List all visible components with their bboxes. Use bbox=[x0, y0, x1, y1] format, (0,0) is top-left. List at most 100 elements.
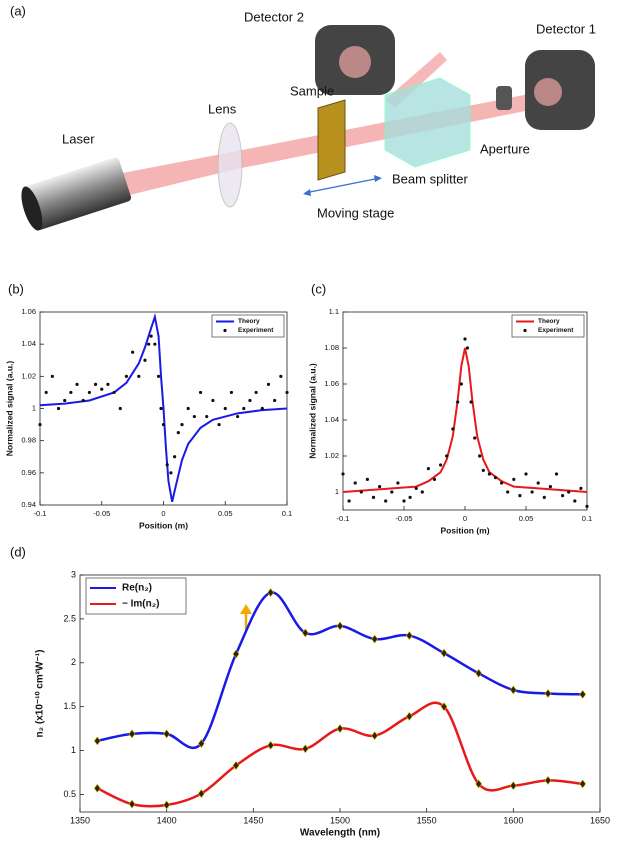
legend-label: − Im(n₂) bbox=[122, 599, 160, 610]
data-point bbox=[580, 780, 586, 788]
x-tick-label: 0.1 bbox=[282, 509, 292, 518]
data-point bbox=[187, 407, 190, 410]
data-point bbox=[451, 427, 454, 430]
data-point bbox=[267, 383, 270, 386]
data-point bbox=[337, 622, 343, 630]
data-point bbox=[100, 388, 103, 391]
label: Sample bbox=[290, 83, 334, 98]
legend-swatch bbox=[223, 329, 226, 332]
legend-label: Theory bbox=[238, 318, 260, 325]
data-point bbox=[129, 730, 135, 738]
data-point bbox=[488, 472, 491, 475]
legend-label: Re(n₂) bbox=[122, 583, 152, 594]
data-point bbox=[69, 391, 72, 394]
data-point bbox=[94, 737, 100, 745]
data-point bbox=[463, 337, 466, 340]
data-point bbox=[337, 725, 343, 733]
y-tick-label: 1.08 bbox=[324, 343, 339, 352]
panel-label: (b) bbox=[8, 281, 24, 296]
data-point bbox=[470, 400, 473, 403]
y-tick-label: 1.06 bbox=[21, 307, 36, 316]
data-point bbox=[129, 800, 135, 808]
y-tick-label: 1.5 bbox=[63, 701, 76, 711]
panel-label: (d) bbox=[10, 544, 26, 559]
data-point bbox=[236, 415, 239, 418]
y-tick-label: 1.04 bbox=[324, 415, 339, 424]
x-tick-label: 0.1 bbox=[582, 514, 592, 523]
y-axis-label: n₂ (x10⁻¹⁰ cm²W⁻¹) bbox=[35, 650, 46, 738]
y-tick-label: 1.1 bbox=[329, 307, 339, 316]
data-point bbox=[567, 490, 570, 493]
x-tick-label: -0.05 bbox=[395, 514, 412, 523]
data-point bbox=[372, 732, 378, 740]
data-point bbox=[406, 632, 412, 640]
y-tick-label: 1.04 bbox=[21, 339, 36, 348]
data-point bbox=[180, 423, 183, 426]
data-point bbox=[273, 399, 276, 402]
data-point bbox=[549, 485, 552, 488]
y-axis-label: Normalized signal (a.u.) bbox=[307, 363, 317, 459]
data-point bbox=[372, 496, 375, 499]
data-point bbox=[555, 472, 558, 475]
data-point bbox=[169, 471, 172, 474]
legend-swatch bbox=[523, 329, 526, 332]
data-point bbox=[579, 487, 582, 490]
data-point bbox=[51, 375, 54, 378]
figure: (a) Detector 2 Detector 1 Lens Sample La… bbox=[0, 0, 620, 843]
data-point bbox=[268, 589, 274, 597]
label: Detector 1 bbox=[536, 21, 596, 36]
data-point bbox=[476, 669, 482, 677]
data-point bbox=[510, 686, 516, 694]
data-point bbox=[137, 375, 140, 378]
data-point bbox=[506, 490, 509, 493]
plot-frame bbox=[343, 312, 587, 510]
legend-label: Experiment bbox=[538, 327, 574, 334]
data-point bbox=[573, 499, 576, 502]
data-point bbox=[63, 399, 66, 402]
data-point bbox=[384, 499, 387, 502]
data-point bbox=[537, 481, 540, 484]
data-point bbox=[439, 463, 442, 466]
data-point bbox=[302, 745, 308, 753]
stage-arrow bbox=[305, 178, 380, 193]
y-tick-label: 1 bbox=[335, 487, 339, 496]
data-point bbox=[88, 391, 91, 394]
series-line bbox=[40, 317, 287, 502]
y-tick-label: 1.02 bbox=[21, 371, 36, 380]
y-tick-label: 2 bbox=[71, 657, 76, 667]
data-point bbox=[166, 463, 169, 466]
data-point bbox=[390, 490, 393, 493]
x-tick-label: -0.05 bbox=[93, 509, 110, 518]
x-tick-label: -0.1 bbox=[337, 514, 350, 523]
x-tick-label: 1650 bbox=[590, 815, 610, 825]
annotation-arrow bbox=[240, 604, 252, 630]
y-tick-label: 0.98 bbox=[21, 436, 36, 445]
data-point bbox=[255, 391, 258, 394]
data-point bbox=[421, 490, 424, 493]
data-point bbox=[456, 400, 459, 403]
data-point bbox=[285, 391, 288, 394]
data-point bbox=[545, 776, 551, 784]
x-tick-label: 1550 bbox=[417, 815, 437, 825]
x-tick-label: -0.1 bbox=[34, 509, 47, 518]
data-point bbox=[82, 399, 85, 402]
series-line bbox=[343, 348, 587, 492]
x-tick-label: 0.05 bbox=[519, 514, 534, 523]
x-tick-label: 1500 bbox=[330, 815, 350, 825]
data-point bbox=[113, 391, 116, 394]
sample bbox=[318, 100, 345, 180]
data-point bbox=[94, 784, 100, 792]
data-point bbox=[279, 375, 282, 378]
x-tick-label: 1450 bbox=[243, 815, 263, 825]
data-point bbox=[94, 383, 97, 386]
y-tick-label: 1.06 bbox=[324, 379, 339, 388]
laser bbox=[17, 156, 132, 233]
y-tick-label: 1 bbox=[71, 745, 76, 755]
data-point bbox=[441, 649, 447, 657]
data-point bbox=[561, 494, 564, 497]
data-point bbox=[482, 469, 485, 472]
y-tick-label: 3 bbox=[71, 569, 76, 579]
x-axis-label: Wavelength (nm) bbox=[300, 828, 380, 839]
data-point bbox=[473, 436, 476, 439]
aperture bbox=[496, 86, 512, 110]
